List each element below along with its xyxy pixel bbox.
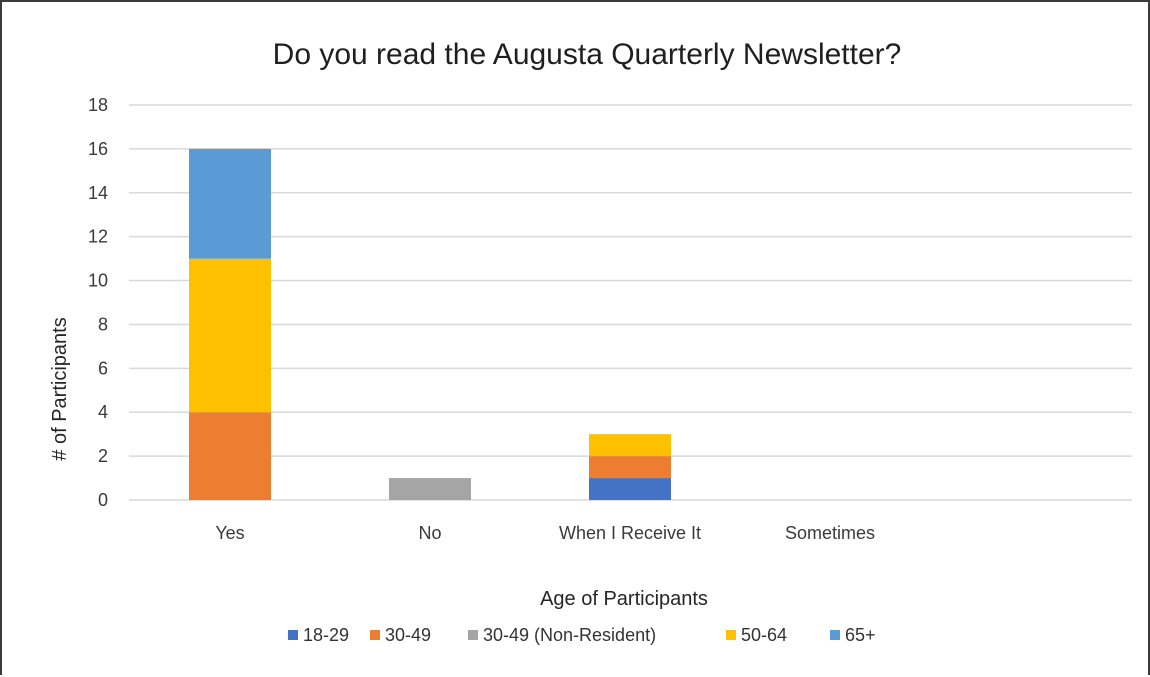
chart-title: Do you read the Augusta Quarterly Newsle… — [273, 38, 902, 71]
x-tick-label: When I Receive It — [559, 523, 701, 543]
bar-segment — [189, 412, 271, 500]
y-axis-ticks: 0 2 4 6 8 10 12 14 16 18 — [88, 95, 108, 510]
x-axis-ticks: Yes No When I Receive It Sometimes — [215, 523, 875, 543]
y-tick-label: 6 — [98, 358, 108, 378]
legend-label: 30-49 — [385, 625, 431, 645]
gridlines — [129, 104, 1132, 501]
y-tick-label: 14 — [88, 183, 108, 203]
x-tick-label: Yes — [215, 523, 244, 543]
y-tick-label: 10 — [88, 271, 108, 291]
y-tick-label: 12 — [88, 227, 108, 247]
y-tick-label: 8 — [98, 314, 108, 334]
x-tick-label: No — [418, 523, 441, 543]
y-axis-label: # of Participants — [49, 317, 71, 460]
legend-label: 50-64 — [741, 625, 787, 645]
bar-segment — [589, 478, 671, 500]
y-tick-label: 18 — [88, 95, 108, 115]
y-tick-label: 4 — [98, 402, 108, 422]
legend-swatch — [370, 630, 380, 640]
bars — [189, 148, 671, 500]
bar-segment — [189, 148, 271, 259]
bar-segment — [589, 456, 671, 479]
bar-segment — [189, 258, 271, 413]
legend-swatch — [468, 630, 478, 640]
x-tick-label: Sometimes — [785, 523, 875, 543]
legend-label: 18-29 — [303, 625, 349, 645]
y-tick-label: 2 — [98, 446, 108, 466]
bar-segment — [389, 478, 471, 500]
legend-swatch — [830, 630, 840, 640]
legend-swatch — [726, 630, 736, 640]
legend: 18-29 30-49 30-49 (Non-Resident) 50-64 65+ — [288, 625, 876, 645]
legend-label: 65+ — [845, 625, 876, 645]
legend-swatch — [288, 630, 298, 640]
legend-label: 30-49 (Non-Resident) — [483, 625, 656, 645]
bar-segment — [589, 434, 671, 457]
x-axis-label: Age of Participants — [540, 588, 708, 610]
y-tick-label: 0 — [98, 490, 108, 510]
y-tick-label: 16 — [88, 139, 108, 159]
